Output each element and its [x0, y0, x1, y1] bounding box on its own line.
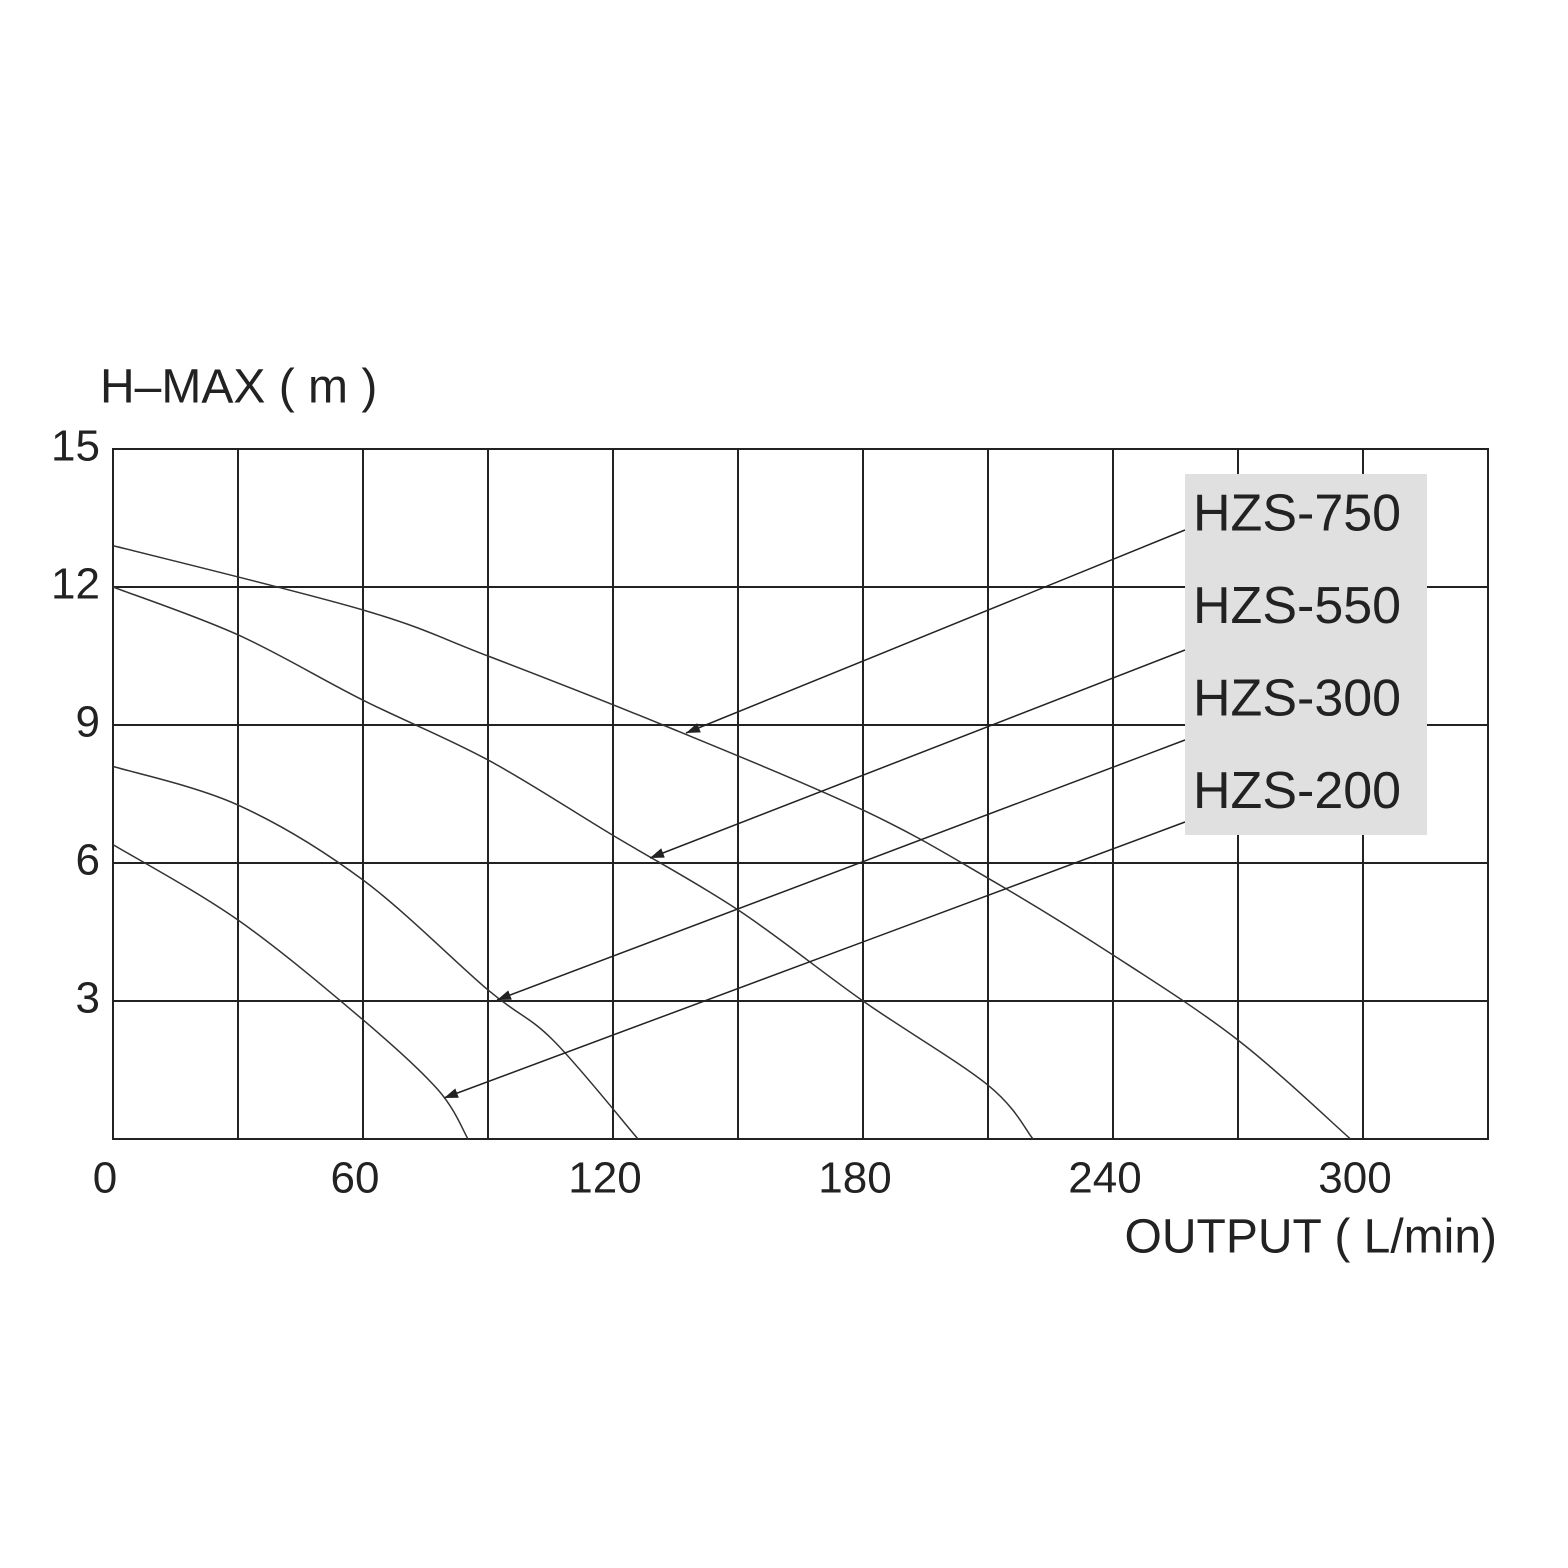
legend-arrow — [649, 649, 1186, 859]
x-axis-title: OUTPUT ( L/min) — [1125, 1211, 1497, 1264]
curve — [112, 586, 1034, 1140]
x-tick-label: 60 — [331, 1154, 380, 1203]
y-tick-label: 15 — [51, 422, 100, 471]
legend-arrow — [685, 529, 1186, 734]
legend-box — [1185, 474, 1427, 835]
x-tick-label: 300 — [1318, 1154, 1391, 1203]
x-tick-label: 180 — [818, 1154, 891, 1203]
curve — [112, 544, 1351, 1140]
legend-label: HZS-750 — [1193, 485, 1401, 543]
x-tick-label: 240 — [1068, 1154, 1141, 1203]
legend-arrow — [496, 739, 1186, 1001]
y-tick-label: 9 — [76, 698, 100, 747]
curve — [112, 843, 469, 1140]
y-tick-label: 3 — [76, 974, 100, 1023]
y-axis-title: H–MAX ( m ) — [100, 361, 377, 414]
legend-arrow — [443, 821, 1186, 1099]
legend-label: HZS-550 — [1193, 577, 1401, 635]
x-tick-label: 120 — [568, 1154, 641, 1203]
x-tick-label: 0 — [93, 1154, 117, 1203]
y-tick-label: 6 — [76, 836, 100, 885]
legend-label: HZS-300 — [1193, 670, 1401, 728]
curve — [112, 765, 639, 1140]
y-tick-label: 12 — [51, 560, 100, 609]
legend-label: HZS-200 — [1193, 762, 1401, 820]
